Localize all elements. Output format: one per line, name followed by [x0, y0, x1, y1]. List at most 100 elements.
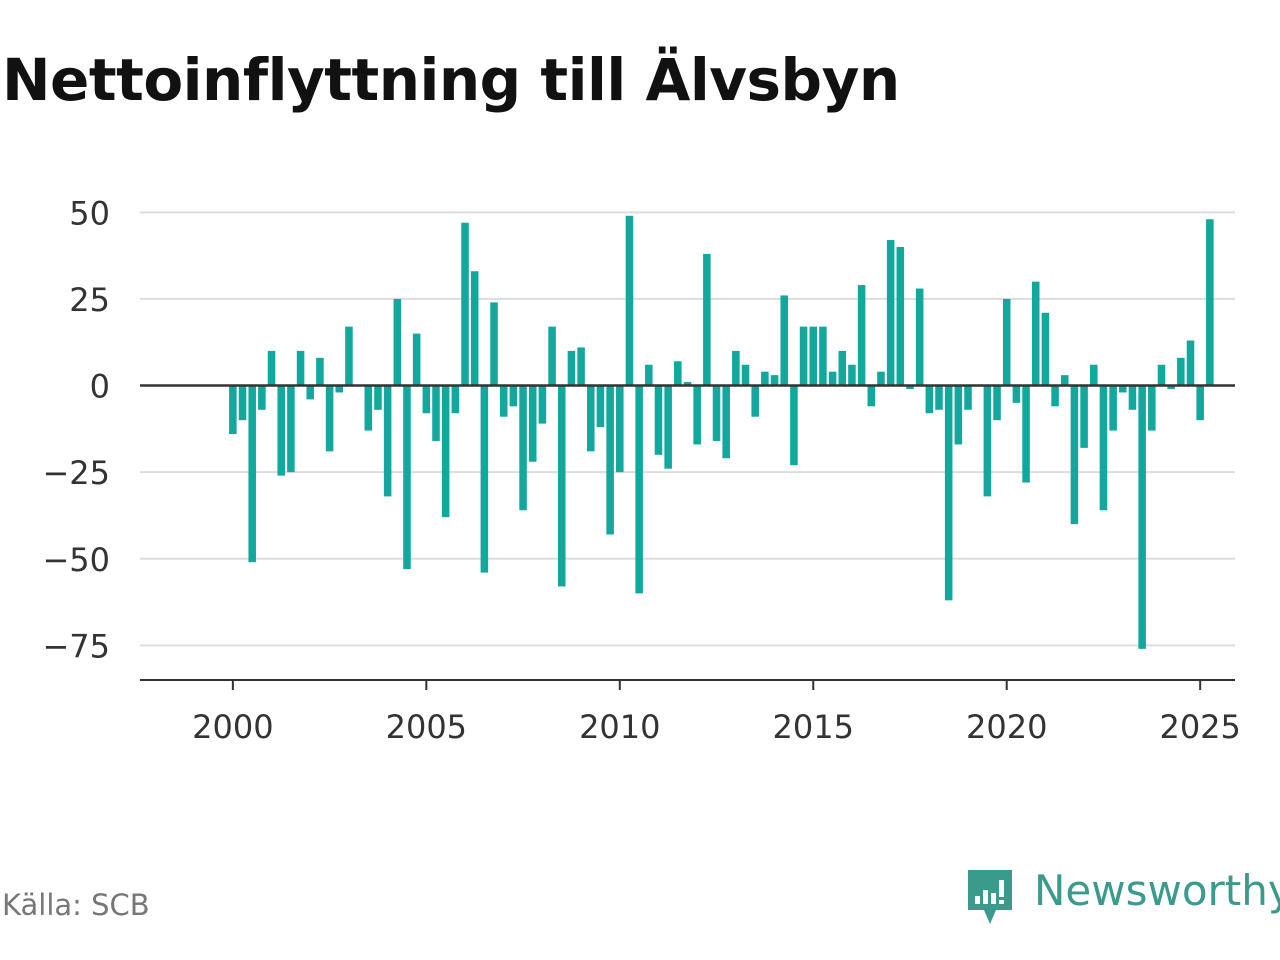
bar: [799, 326, 808, 386]
bar: [838, 350, 847, 386]
x-tick-label: 2020: [966, 708, 1047, 746]
bars: [229, 215, 1214, 649]
bar: [267, 350, 276, 386]
bar: [470, 271, 479, 386]
bar: [915, 288, 924, 386]
bar: [993, 385, 1001, 421]
bar: [877, 371, 885, 386]
bar: [441, 385, 450, 518]
bar: [635, 385, 643, 594]
bar: [393, 298, 402, 386]
y-tick-label: −50: [42, 541, 110, 579]
bar: [461, 222, 469, 386]
bar: [654, 385, 663, 455]
bar: [451, 385, 460, 414]
bar: [277, 385, 286, 476]
bar: [557, 385, 566, 587]
bar: [1041, 312, 1050, 386]
bar: [703, 253, 711, 386]
bar: [345, 326, 353, 386]
gridlines: [140, 211, 1235, 647]
bar: [935, 385, 943, 410]
bar: [906, 385, 914, 389]
bar: [1186, 340, 1195, 386]
bar: [1070, 385, 1079, 525]
x-axis-labels: 2000 2005 2010 2015 2020 2025: [192, 708, 1241, 746]
y-tick-label: −75: [42, 627, 110, 665]
y-tick-label: −25: [42, 454, 110, 492]
bar: [712, 385, 721, 441]
bar: [857, 285, 866, 386]
bar: [422, 385, 431, 414]
bar: [848, 364, 856, 386]
bar: [364, 385, 373, 431]
bar: [780, 295, 789, 386]
bar: [625, 215, 634, 386]
bar: [306, 385, 315, 400]
bar: [925, 385, 934, 414]
bar: [519, 385, 527, 511]
bar: [819, 326, 827, 386]
bar: [616, 385, 624, 473]
bar: [1002, 298, 1011, 386]
bar: [480, 385, 489, 573]
brand-name: Newsworthy: [1034, 866, 1280, 915]
bar: [596, 385, 605, 428]
bar: [645, 364, 653, 386]
x-tick-label: 2010: [579, 708, 660, 746]
bar: [1080, 385, 1088, 448]
bar: [1060, 375, 1069, 386]
bar: [1031, 281, 1040, 386]
bar: [674, 361, 682, 386]
bar: [606, 385, 614, 535]
bar: [567, 350, 576, 386]
bar: [586, 385, 595, 452]
bar: [509, 385, 518, 407]
bar: [383, 385, 392, 497]
bar: [287, 385, 295, 473]
bar: [964, 385, 972, 410]
bar: [761, 371, 769, 386]
bar: [1109, 385, 1117, 431]
bar: [490, 302, 498, 386]
y-tick-label: 25: [69, 281, 110, 319]
bar: [983, 385, 992, 497]
bar: [1196, 385, 1204, 421]
bar: [693, 385, 701, 445]
bar: [248, 385, 256, 563]
y-tick-label: 50: [69, 194, 110, 232]
bar: [577, 347, 585, 386]
bar: [296, 350, 305, 386]
bar: [1128, 385, 1137, 410]
bar: [548, 326, 556, 386]
bar: [1099, 385, 1108, 511]
y-tick-label: 0: [90, 368, 110, 406]
bar: [1157, 364, 1166, 386]
bar: [790, 385, 798, 466]
bar: [1051, 385, 1059, 407]
x-tick-label: 2025: [1159, 708, 1240, 746]
bar: [867, 385, 876, 407]
bar: [1167, 385, 1175, 389]
x-tick-label: 2000: [192, 708, 273, 746]
bar: [335, 385, 344, 393]
bar: [1089, 364, 1098, 386]
bar: [770, 375, 779, 386]
bar: [1119, 385, 1127, 393]
x-tick-label: 2015: [773, 708, 854, 746]
bar: [722, 385, 730, 459]
bar: [954, 385, 963, 445]
axes: [140, 384, 1235, 690]
bar: [238, 385, 247, 421]
bar: [683, 382, 692, 386]
bar: [316, 357, 324, 386]
bar: [732, 350, 740, 386]
bar: [229, 385, 237, 435]
bar: [1138, 385, 1146, 649]
source-note: Källa: SCB: [2, 888, 150, 922]
bar: [828, 371, 837, 386]
bar: [809, 326, 818, 386]
bar: [412, 333, 421, 386]
bar: [528, 385, 537, 462]
bar: [538, 385, 547, 424]
